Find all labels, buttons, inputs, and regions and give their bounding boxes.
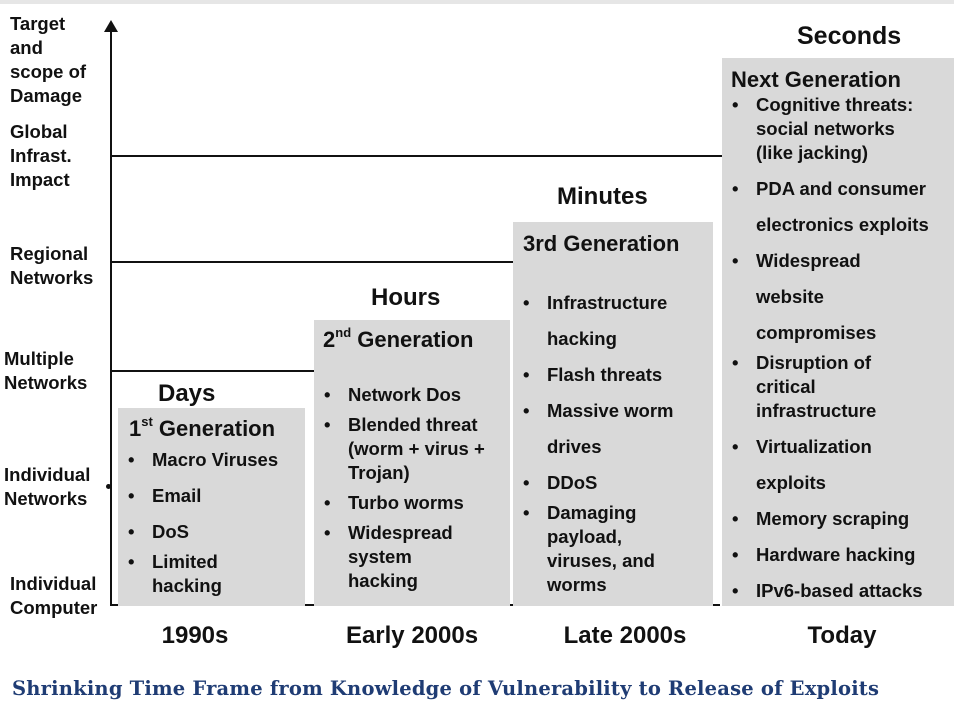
generation-box-3: 3rd Generation Infrastructure hacking Fl… [513,222,713,606]
y-axis-arrow-icon [104,20,118,32]
list-item: Virtualization exploits [726,429,906,501]
gen-number: 1 [129,416,142,441]
regional-level-line [110,261,514,263]
level-global: Global Infrast. Impact [10,120,72,192]
list-item: DDoS [517,465,713,501]
time-seconds: Seconds [797,22,902,50]
list-item: Memory scraping [726,501,954,537]
figure-caption: Shrinking Time Frame from Knowledge of V… [12,677,880,700]
global-level-line [110,155,722,157]
list-item: Hardware hacking [726,537,954,573]
gen-suffix: nd [335,325,352,340]
level-line: Impact [10,169,70,190]
era-label: 1990s [161,622,229,649]
level-line: Infrast. [10,145,72,166]
era-label: Today [807,622,877,649]
list-item: Blended threat (worm + virus + Trojan) [318,413,508,485]
gen-suffix: st [141,414,153,429]
list-item: Damaging payload, viruses, and worms [517,501,687,597]
level-individual-computer: Individual Computer [10,572,97,620]
list-item: Email [122,484,305,508]
time-minutes: Minutes [557,183,648,210]
level-line: Individual [4,464,91,485]
multiple-level-line [110,370,314,372]
level-line: Global [10,121,68,142]
time-hours: Hours [371,284,441,311]
list-item: Network Dos [318,383,510,407]
gen-text: Generation [152,416,276,441]
level-line: Individual [10,573,97,594]
threat-list: Macro Viruses Email DoS Limited hacking [122,448,305,598]
generation-title: 2nd Generation [323,325,510,353]
generation-title: Next Generation [731,67,901,92]
level-line: Computer [10,597,98,618]
threat-list: Cognitive threats: social networks (like… [726,93,954,609]
level-line: Networks [4,488,88,509]
gen-text: Generation [351,327,474,352]
y-axis-title-line: Target [10,13,66,34]
era-label: Late 2000s [563,622,687,649]
list-item: Disruption of critical infrastructure [726,351,906,423]
list-item: Turbo worms [318,491,510,515]
list-item: Widespread website compromises [726,243,906,351]
generation-box-1: 1st Generation Macro Viruses Email DoS L… [118,408,305,606]
generation-box-2: 2nd Generation Network Dos Blended threa… [314,320,510,606]
list-item: Limited hacking [122,550,272,598]
threat-list: Network Dos Blended threat (worm + virus… [318,383,510,593]
generation-title: 3rd Generation [523,231,680,256]
list-item: PDA and consumer electronics exploits [726,171,954,243]
list-item: Macro Viruses [122,448,305,472]
generation-title: 1st Generation [129,414,305,442]
list-item: Flash threats [517,357,713,393]
y-axis-title-line: Damage [10,85,82,106]
list-item: Widespread system hacking [318,521,478,593]
time-days: Days [158,380,216,407]
level-line: Multiple [4,348,74,369]
top-border [0,0,954,4]
era-label: Early 2000s [345,622,479,649]
level-line: Networks [10,267,94,288]
level-regional: Regional Networks [10,242,93,290]
gen-number: 2 [323,327,336,352]
list-item: Massive worm drives [517,393,697,465]
level-line: Regional [10,243,89,264]
list-item: IPv6-based attacks [726,573,954,609]
list-item: DoS [122,520,305,544]
threat-list: Infrastructure hacking Flash threats Mas… [517,285,713,597]
y-axis-title-line: and [10,37,43,58]
generation-box-4: Next Generation Cognitive threats: socia… [722,58,954,609]
axis-tick-mark [106,484,111,489]
y-axis-title-line: scope of [10,61,87,82]
list-item: Cognitive threats: social networks (like… [726,93,926,165]
list-item: Infrastructure hacking [517,285,697,357]
y-axis-title: Target and scope of Damage [10,12,86,108]
level-line: Networks [4,372,88,393]
y-axis-line [110,24,112,606]
level-multiple: Multiple Networks [4,347,87,395]
level-individual-networks: Individual Networks [4,463,90,511]
